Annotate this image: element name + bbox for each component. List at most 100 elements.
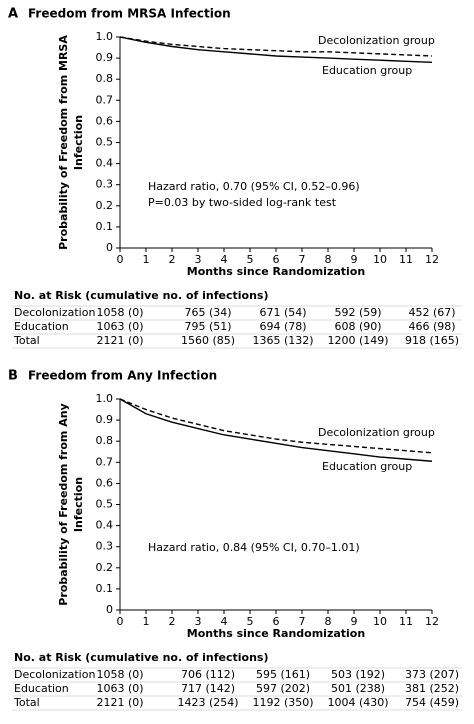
y-tick-label: 0.6 bbox=[96, 476, 114, 489]
panel-label: B bbox=[8, 369, 18, 384]
risk-cell: 2121 (0) bbox=[96, 334, 143, 347]
x-tick-label: 5 bbox=[247, 253, 254, 266]
survival-curve bbox=[119, 398, 433, 454]
risk-cell: 466 (98) bbox=[408, 320, 455, 333]
risk-cell: 1200 (149) bbox=[327, 334, 388, 347]
x-tick-label: 11 bbox=[399, 253, 413, 266]
risk-cell: 706 (112) bbox=[181, 668, 235, 681]
risk-row-label: Education bbox=[14, 320, 69, 333]
y-tick-label: 0.9 bbox=[96, 51, 114, 64]
y-tick-label: 0.1 bbox=[96, 582, 114, 595]
y-tick-label: 0.8 bbox=[96, 72, 114, 85]
risk-cell: 1063 (0) bbox=[96, 320, 143, 333]
risk-cell: 765 (34) bbox=[184, 306, 231, 319]
series-label: Decolonization group bbox=[318, 426, 435, 439]
risk-cell: 1423 (254) bbox=[177, 696, 238, 709]
series-label: Decolonization group bbox=[318, 34, 435, 47]
risk-cell: 597 (202) bbox=[256, 682, 310, 695]
x-tick-label: 9 bbox=[351, 253, 358, 266]
y-tick-label: 0.6 bbox=[96, 114, 114, 127]
y-tick-label: 0.5 bbox=[96, 136, 114, 149]
x-tick-label: 8 bbox=[325, 253, 332, 266]
y-axis-title: Probability of Freedom from MRSA bbox=[57, 35, 70, 250]
series-label: Education group bbox=[322, 64, 412, 77]
y-tick-label: 0.1 bbox=[96, 220, 114, 233]
risk-cell: 717 (142) bbox=[181, 682, 235, 695]
risk-row-label: Decolonization bbox=[14, 668, 95, 681]
x-tick-label: 3 bbox=[195, 615, 202, 628]
risk-row-label: Total bbox=[13, 334, 40, 347]
x-tick-label: 7 bbox=[299, 615, 306, 628]
chart-title: Freedom from Any Infection bbox=[28, 369, 217, 383]
risk-cell: 452 (67) bbox=[408, 306, 455, 319]
y-tick-label: 0.3 bbox=[96, 178, 114, 191]
risk-row-label: Education bbox=[14, 682, 69, 695]
x-tick-label: 0 bbox=[117, 615, 124, 628]
risk-cell: 754 (459) bbox=[405, 696, 459, 709]
risk-cell: 1192 (350) bbox=[252, 696, 313, 709]
chart-title: Freedom from MRSA Infection bbox=[28, 7, 231, 21]
risk-cell: 2121 (0) bbox=[96, 696, 143, 709]
risk-row-label: Decolonization bbox=[14, 306, 95, 319]
annotation: Hazard ratio, 0.84 (95% CI, 0.70–1.01) bbox=[148, 541, 360, 554]
x-tick-label: 8 bbox=[325, 615, 332, 628]
x-tick-label: 4 bbox=[221, 615, 228, 628]
y-tick-label: 0.2 bbox=[96, 561, 114, 574]
y-tick-label: 0.2 bbox=[96, 199, 114, 212]
x-tick-label: 9 bbox=[351, 615, 358, 628]
risk-cell: 1058 (0) bbox=[96, 668, 143, 681]
panel-label: A bbox=[8, 7, 18, 22]
survival-curve bbox=[119, 398, 433, 462]
risk-cell: 1004 (430) bbox=[327, 696, 388, 709]
risk-cell: 503 (192) bbox=[331, 668, 385, 681]
x-tick-label: 1 bbox=[143, 615, 150, 628]
x-axis-title: Months since Randomization bbox=[187, 627, 365, 640]
risk-cell: 501 (238) bbox=[331, 682, 385, 695]
risk-cell: 694 (78) bbox=[259, 320, 306, 333]
risk-row-label: Total bbox=[13, 696, 40, 709]
x-tick-label: 7 bbox=[299, 253, 306, 266]
y-tick-label: 0.7 bbox=[96, 455, 114, 468]
survival-curve bbox=[119, 36, 433, 64]
y-tick-label: 0 bbox=[106, 603, 113, 616]
x-tick-label: 2 bbox=[169, 615, 176, 628]
risk-cell: 373 (207) bbox=[405, 668, 459, 681]
x-axis-title: Months since Randomization bbox=[187, 265, 365, 278]
y-tick-label: 0 bbox=[106, 241, 113, 254]
y-tick-label: 0.4 bbox=[96, 519, 114, 532]
x-tick-label: 6 bbox=[273, 253, 280, 266]
x-tick-label: 1 bbox=[143, 253, 150, 266]
y-tick-label: 0.3 bbox=[96, 540, 114, 553]
risk-cell: 795 (51) bbox=[184, 320, 231, 333]
y-axis-title: Probability of Freedom from Any bbox=[57, 403, 70, 605]
annotation: P=0.03 by two-sided log-rank test bbox=[148, 196, 337, 209]
y-tick-label: 0.5 bbox=[96, 498, 114, 511]
risk-table-title: No. at Risk (cumulative no. of infection… bbox=[14, 651, 269, 664]
risk-table-title: No. at Risk (cumulative no. of infection… bbox=[14, 289, 269, 302]
risk-cell: 381 (252) bbox=[405, 682, 459, 695]
risk-cell: 1365 (132) bbox=[252, 334, 313, 347]
series-label: Education group bbox=[322, 460, 412, 473]
x-tick-label: 10 bbox=[373, 253, 387, 266]
y-tick-label: 1.0 bbox=[96, 392, 114, 405]
risk-cell: 1560 (85) bbox=[181, 334, 235, 347]
risk-cell: 1063 (0) bbox=[96, 682, 143, 695]
risk-cell: 671 (54) bbox=[259, 306, 306, 319]
y-tick-label: 0.8 bbox=[96, 434, 114, 447]
y-axis-title: Infection bbox=[72, 477, 85, 532]
survival-curve bbox=[119, 36, 433, 57]
x-tick-label: 10 bbox=[373, 615, 387, 628]
risk-cell: 592 (59) bbox=[334, 306, 381, 319]
risk-cell: 608 (90) bbox=[334, 320, 381, 333]
risk-cell: 1058 (0) bbox=[96, 306, 143, 319]
y-tick-label: 0.7 bbox=[96, 93, 114, 106]
y-tick-label: 0.9 bbox=[96, 413, 114, 426]
x-tick-label: 12 bbox=[425, 253, 439, 266]
risk-cell: 918 (165) bbox=[405, 334, 459, 347]
x-tick-label: 4 bbox=[221, 253, 228, 266]
x-tick-label: 5 bbox=[247, 615, 254, 628]
y-tick-label: 1.0 bbox=[96, 30, 114, 43]
risk-cell: 595 (161) bbox=[256, 668, 310, 681]
x-tick-label: 2 bbox=[169, 253, 176, 266]
